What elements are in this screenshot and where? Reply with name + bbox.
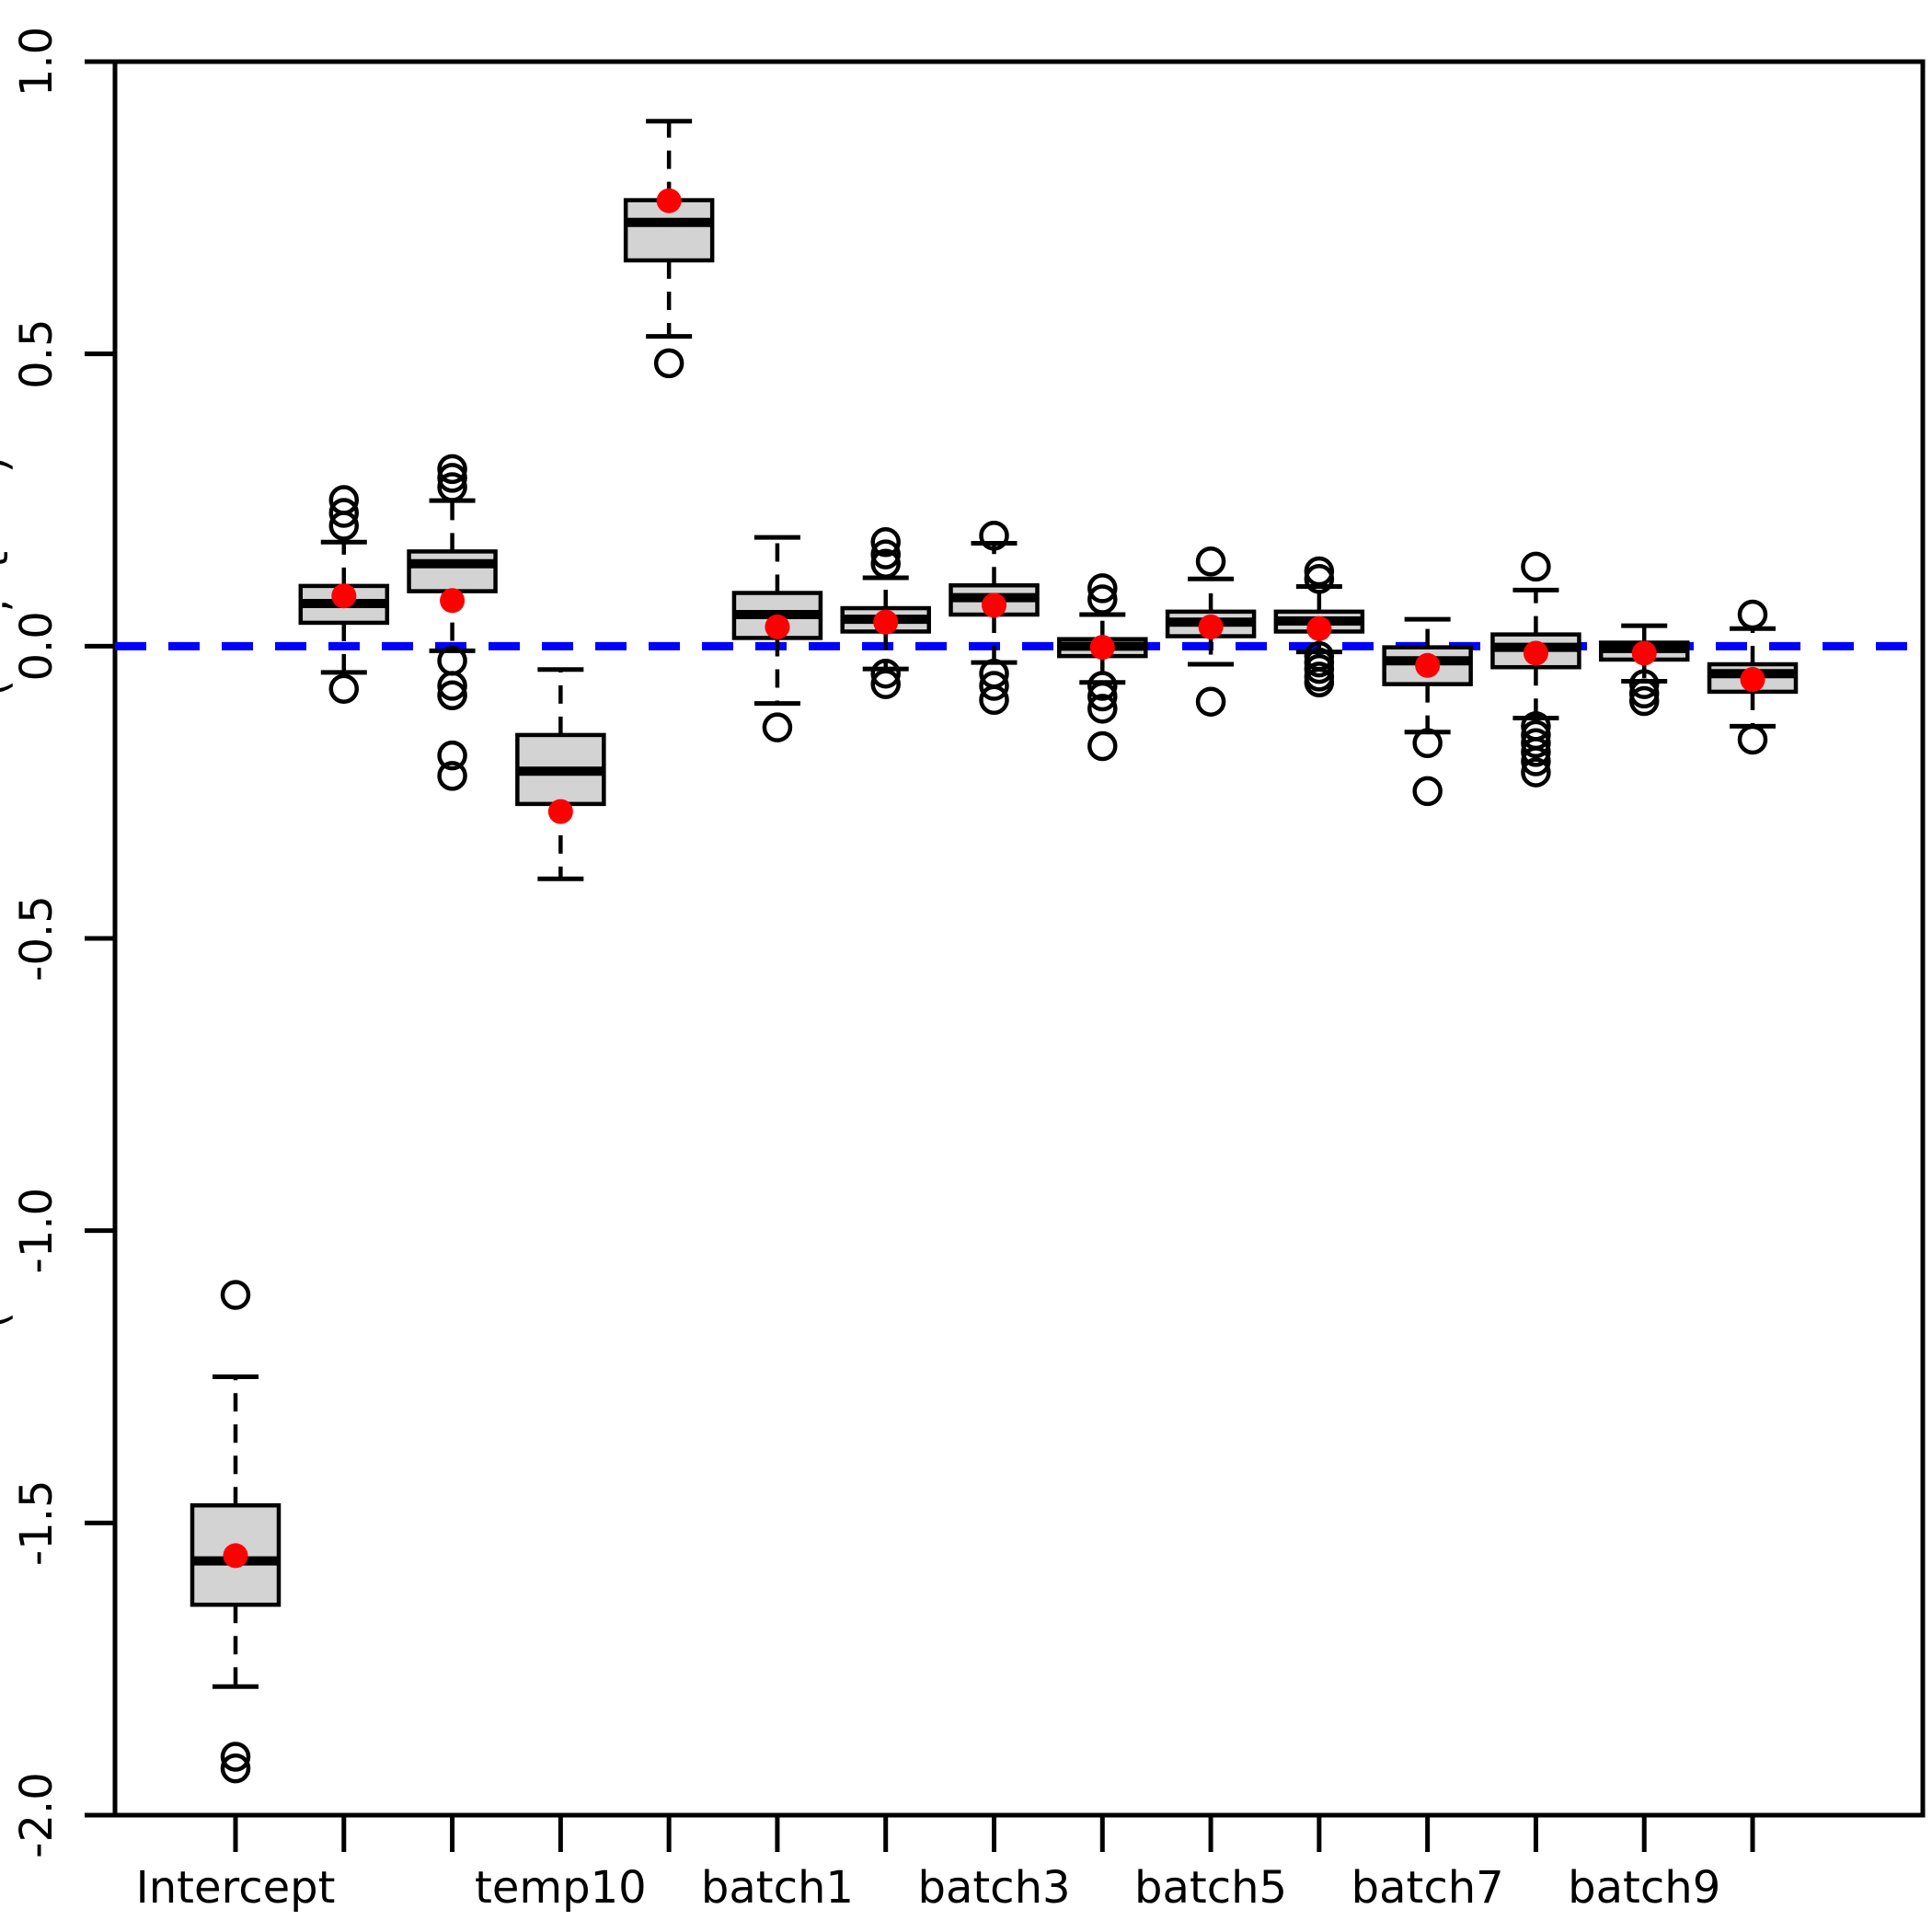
outlier-point xyxy=(437,463,467,493)
x-tick-label: batch5 xyxy=(1134,1862,1287,1914)
outlier-point xyxy=(979,521,1009,551)
outlier-point xyxy=(870,526,901,558)
outlier-point xyxy=(1521,746,1551,776)
outlier-point xyxy=(437,454,467,485)
outlier-point xyxy=(437,472,467,502)
outlier-point xyxy=(437,761,467,791)
outlier-point xyxy=(1087,730,1118,762)
y-tick-label: 1.0 xyxy=(11,27,63,97)
outlier-point xyxy=(653,348,684,379)
x-tick-label: batch7 xyxy=(1351,1862,1504,1914)
outlier-point xyxy=(437,740,467,771)
estimate-dot xyxy=(1631,640,1657,666)
x-tick-label: temp10 xyxy=(475,1862,647,1914)
outlier-point xyxy=(1087,573,1118,604)
outlier-point xyxy=(1521,728,1551,759)
y-tick-label: 0.0 xyxy=(11,611,63,681)
outlier-point xyxy=(1737,724,1768,755)
outlier-point xyxy=(328,498,360,528)
outlier-point xyxy=(1628,685,1660,717)
x-tick-label: Intercept xyxy=(136,1862,336,1914)
outlier-point xyxy=(1087,671,1118,701)
estimate-dot xyxy=(1306,615,1332,641)
y-tick-label: 0.5 xyxy=(11,318,63,388)
y-axis-label-fragment: ( xyxy=(0,680,17,696)
outlier-point xyxy=(1304,667,1335,697)
estimate-dot xyxy=(873,609,899,635)
estimate-dot xyxy=(656,188,682,213)
outlier-point xyxy=(1087,694,1118,724)
outlier-point xyxy=(328,511,360,541)
outlier-point xyxy=(1304,556,1335,587)
outlier-point xyxy=(328,673,360,704)
outlier-point xyxy=(1737,599,1768,630)
y-tick-label: -1.0 xyxy=(11,1188,63,1274)
outlier-point xyxy=(870,548,901,580)
plot-frame xyxy=(112,59,1926,1818)
y-axis-label-fragment: ) xyxy=(0,456,17,473)
y-axis-label-fragment: ( xyxy=(0,1312,17,1328)
outlier-point xyxy=(870,669,901,699)
outlier-point xyxy=(870,658,901,689)
outlier-point xyxy=(870,539,901,569)
estimate-dot xyxy=(1415,652,1441,678)
y-axis-label-fragment: t xyxy=(0,551,17,568)
estimate-dot xyxy=(223,1543,248,1569)
outlier-point xyxy=(1628,678,1660,709)
outlier-point xyxy=(762,712,793,742)
box-3 xyxy=(407,549,498,593)
estimate-dot xyxy=(331,583,357,609)
outlier-point xyxy=(979,671,1009,701)
outlier-point xyxy=(979,684,1009,716)
outlier-point xyxy=(1521,757,1551,788)
outlier-point xyxy=(1304,564,1335,594)
y-tick-label: -0.5 xyxy=(11,895,63,982)
estimate-dot xyxy=(982,592,1006,618)
estimate-dot xyxy=(1523,640,1548,666)
estimate-dot xyxy=(1198,614,1224,639)
outlier-point xyxy=(1195,686,1226,717)
outlier-point xyxy=(220,1280,251,1310)
x-tick-label: batch3 xyxy=(917,1862,1070,1914)
estimate-dot xyxy=(440,588,466,614)
y-tick-label: -1.5 xyxy=(11,1480,63,1567)
outlier-point xyxy=(1412,776,1443,807)
outlier-point xyxy=(1087,584,1118,615)
outlier-point xyxy=(220,1753,251,1784)
outlier-point xyxy=(220,1742,251,1772)
y-tick-label: -2.0 xyxy=(11,1772,63,1858)
estimate-dot xyxy=(765,614,790,639)
y-axis-label-fragment: , xyxy=(0,599,17,613)
x-tick-label: batch1 xyxy=(701,1862,854,1914)
estimate-dot xyxy=(547,799,573,824)
outlier-point xyxy=(1628,669,1660,699)
estimate-dot xyxy=(1089,635,1115,661)
outlier-point xyxy=(437,680,467,710)
outlier-point xyxy=(1412,728,1443,759)
estimate-dot xyxy=(1740,667,1765,693)
outlier-point xyxy=(1521,737,1551,767)
outlier-point xyxy=(1521,551,1551,582)
outlier-point xyxy=(1195,546,1226,577)
x-tick-label: batch9 xyxy=(1568,1862,1720,1914)
outlier-point xyxy=(1304,653,1335,684)
outlier-point xyxy=(437,671,467,701)
outlier-point xyxy=(1087,681,1118,712)
